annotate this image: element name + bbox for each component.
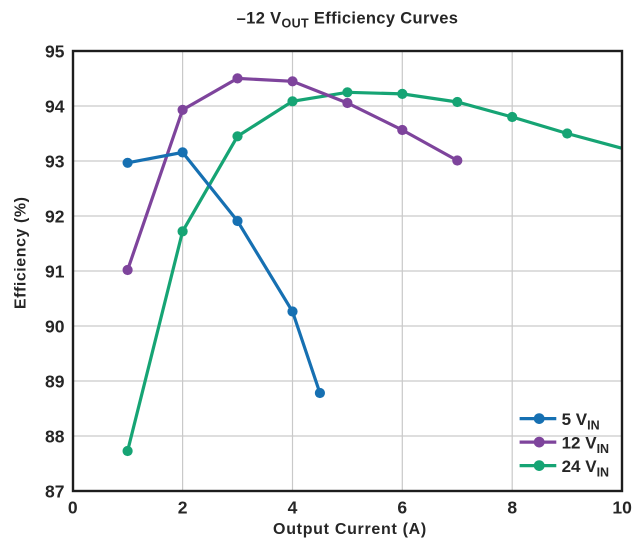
- svg-text:0: 0: [68, 497, 78, 517]
- svg-text:24 VIN: 24 VIN: [562, 457, 609, 479]
- svg-text:Efficiency (%): Efficiency (%): [12, 196, 29, 309]
- svg-text:91: 91: [45, 261, 65, 281]
- svg-text:87: 87: [45, 481, 64, 501]
- svg-text:94: 94: [45, 96, 65, 116]
- svg-text:12 VIN: 12 VIN: [562, 434, 609, 456]
- svg-text:10: 10: [612, 497, 632, 517]
- svg-text:93: 93: [45, 151, 65, 171]
- svg-text:6: 6: [397, 497, 407, 517]
- svg-text:8: 8: [507, 497, 517, 517]
- svg-text:2: 2: [178, 497, 188, 517]
- svg-text:5 VIN: 5 VIN: [562, 410, 600, 432]
- svg-text:Output Current (A): Output Current (A): [273, 521, 427, 538]
- svg-text:92: 92: [45, 206, 65, 226]
- svg-text:89: 89: [45, 371, 65, 391]
- svg-text:88: 88: [45, 426, 65, 446]
- svg-text:95: 95: [45, 41, 65, 61]
- svg-text:4: 4: [288, 497, 298, 517]
- svg-text:90: 90: [45, 316, 65, 336]
- svg-text:–12 VOUT Efficiency Curves: –12 VOUT Efficiency Curves: [237, 10, 459, 31]
